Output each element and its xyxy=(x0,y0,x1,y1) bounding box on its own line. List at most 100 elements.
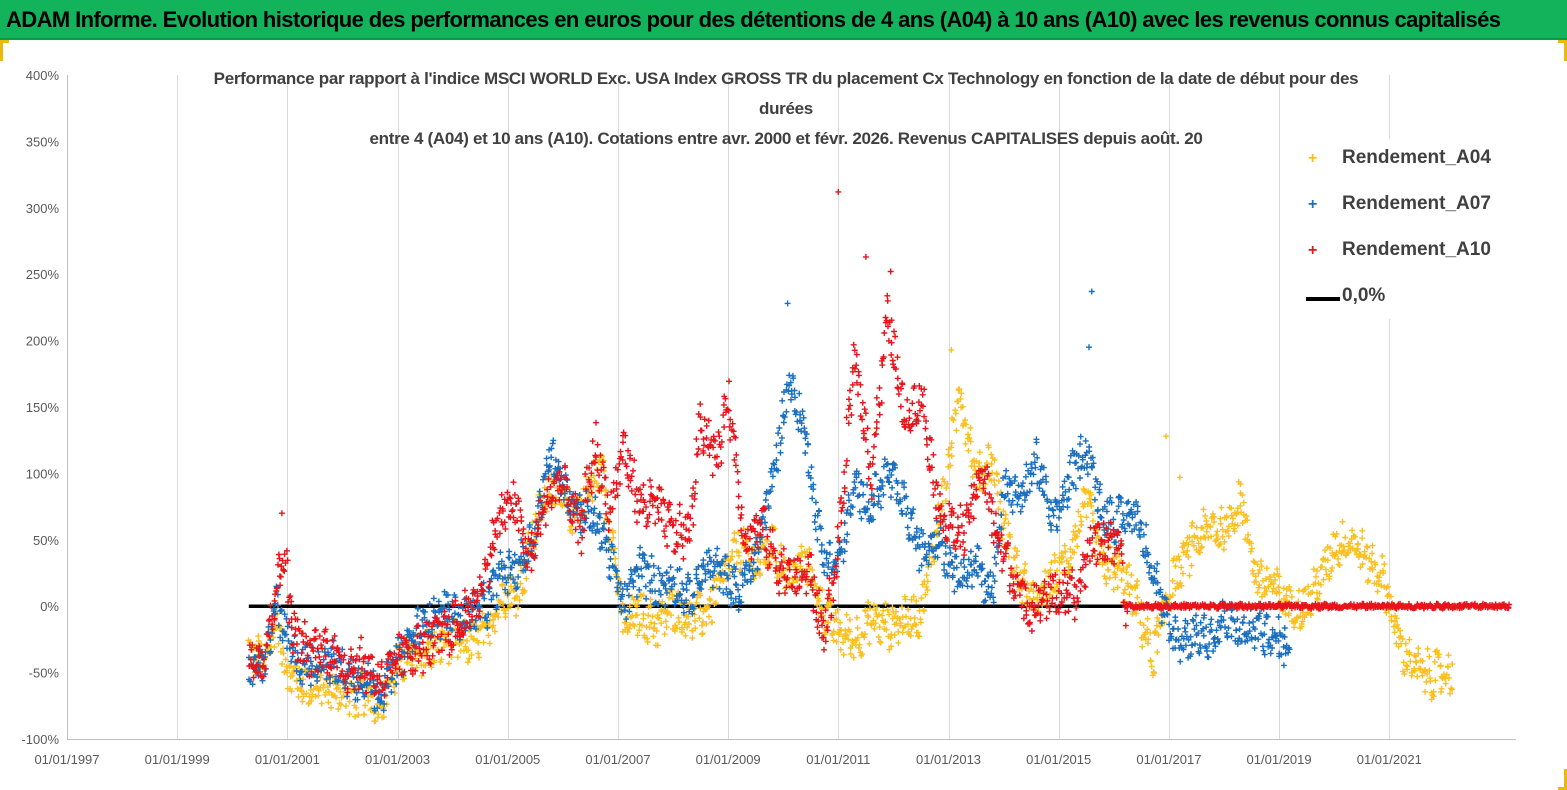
data-point xyxy=(457,612,464,619)
data-point xyxy=(663,569,670,576)
data-point xyxy=(1435,651,1442,658)
data-point xyxy=(1349,527,1356,534)
data-point xyxy=(491,546,498,553)
data-point xyxy=(510,576,517,583)
data-point xyxy=(533,518,540,525)
data-point xyxy=(292,631,299,638)
report-banner: ADAM Informe. Evolution historique des p… xyxy=(0,0,1567,40)
data-point xyxy=(778,559,785,566)
data-point xyxy=(589,527,596,534)
data-point xyxy=(821,646,827,653)
x-tick-label: 01/01/2013 xyxy=(916,752,981,767)
data-point xyxy=(686,537,693,544)
data-point xyxy=(879,612,885,619)
data-point xyxy=(1106,574,1113,581)
data-point xyxy=(1319,563,1325,570)
data-point xyxy=(324,684,331,691)
data-point xyxy=(780,545,787,552)
data-point xyxy=(284,667,291,674)
data-point xyxy=(797,563,804,570)
data-point xyxy=(950,510,957,517)
data-point xyxy=(876,638,883,645)
data-point xyxy=(1033,439,1040,446)
data-point xyxy=(617,448,624,455)
data-point xyxy=(966,435,973,442)
data-point xyxy=(736,593,743,600)
data-point xyxy=(1283,597,1290,604)
data-point xyxy=(536,488,543,495)
data-point xyxy=(854,634,861,641)
data-point-outlier xyxy=(948,346,955,353)
data-point xyxy=(820,562,827,568)
data-point xyxy=(374,676,381,683)
data-point xyxy=(396,666,403,673)
data-point xyxy=(966,519,973,526)
data-point xyxy=(683,597,690,604)
data-point xyxy=(1247,548,1254,555)
data-point xyxy=(822,638,829,645)
data-point xyxy=(701,416,708,423)
data-point xyxy=(716,433,723,440)
data-point xyxy=(722,553,729,560)
data-point xyxy=(607,575,614,582)
data-point xyxy=(698,586,705,592)
data-point xyxy=(837,499,843,506)
data-point xyxy=(300,676,307,683)
data-point xyxy=(263,642,270,648)
data-point xyxy=(851,479,858,486)
data-point xyxy=(254,661,261,668)
data-point xyxy=(1079,456,1086,463)
data-point xyxy=(664,543,671,549)
data-point xyxy=(564,484,570,490)
data-point xyxy=(686,527,692,534)
y-tick-label: 50% xyxy=(33,533,59,548)
data-point xyxy=(1124,608,1131,615)
data-point xyxy=(988,532,995,539)
data-point xyxy=(894,375,901,382)
data-point xyxy=(884,460,891,467)
data-point xyxy=(552,497,559,504)
data-point xyxy=(830,579,837,586)
data-point xyxy=(384,661,391,668)
data-point xyxy=(290,649,297,656)
data-point xyxy=(676,501,683,508)
data-point xyxy=(665,506,672,513)
data-point xyxy=(1029,599,1036,606)
data-point xyxy=(636,627,643,634)
data-point xyxy=(671,581,678,588)
data-point xyxy=(773,565,780,571)
data-point xyxy=(461,625,468,632)
data-point xyxy=(571,500,578,507)
data-point xyxy=(899,381,906,388)
data-point xyxy=(972,467,979,473)
data-point xyxy=(1107,519,1114,526)
data-point xyxy=(473,626,479,633)
data-point xyxy=(1219,526,1226,533)
data-point xyxy=(416,645,423,652)
data-point xyxy=(564,502,571,508)
data-point xyxy=(1422,666,1429,673)
data-point xyxy=(837,646,844,653)
data-point xyxy=(919,403,926,410)
data-point xyxy=(1359,561,1366,567)
data-point xyxy=(881,330,888,336)
data-point xyxy=(1424,670,1431,677)
data-point xyxy=(857,413,864,420)
data-point xyxy=(1019,483,1025,490)
data-point xyxy=(1077,475,1083,481)
data-point xyxy=(1031,451,1037,458)
data-point xyxy=(1148,562,1154,569)
data-point xyxy=(751,528,758,535)
data-point xyxy=(1426,653,1433,660)
data-point xyxy=(655,601,662,607)
data-point xyxy=(1438,685,1445,692)
data-point xyxy=(859,399,866,406)
data-point xyxy=(806,546,813,553)
data-point xyxy=(578,550,585,557)
data-point xyxy=(569,530,576,536)
data-point xyxy=(1126,591,1133,598)
data-point xyxy=(820,634,827,641)
data-point xyxy=(858,515,865,522)
data-point xyxy=(821,631,828,638)
data-point xyxy=(1233,627,1240,634)
